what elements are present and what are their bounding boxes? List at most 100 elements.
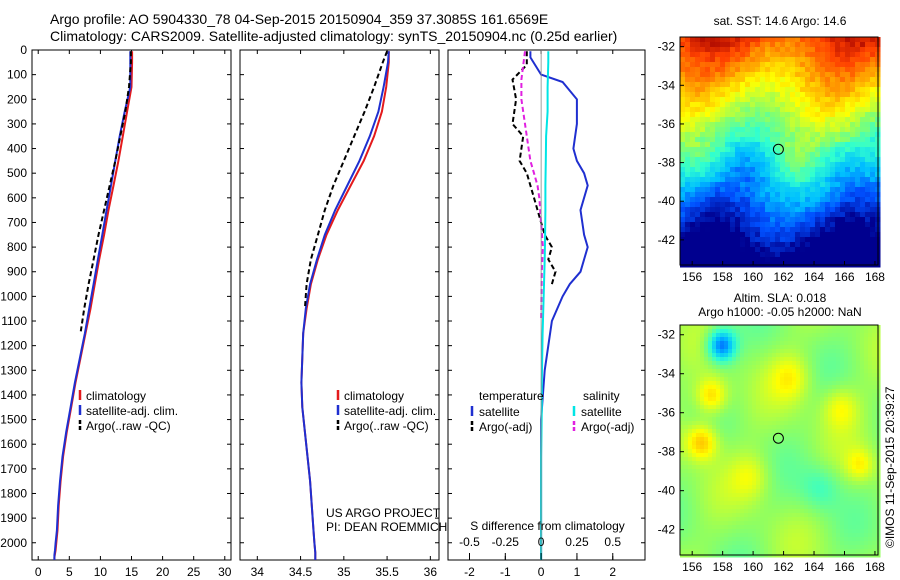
map-cell [824,481,829,486]
map-cell [852,477,857,482]
map-cell [845,127,851,133]
map-cell [768,477,773,482]
map-cell [840,429,845,434]
map-cell [830,207,836,213]
map-cell [850,72,856,78]
map-cell [735,132,741,138]
map-cell [696,429,701,434]
map-cell [815,37,821,43]
map-cell [715,157,721,163]
map-cell [728,437,733,442]
map-cell [855,212,861,218]
map-cell [856,501,861,506]
map-cell [775,172,781,178]
map-cell [788,441,793,446]
map-cell [708,361,713,366]
map-cell [780,92,786,98]
map-cell [784,537,789,542]
map-cell [856,341,861,346]
map-cell [765,97,771,103]
map-cell [824,385,829,390]
map-cell [872,389,877,394]
map-cell [836,385,841,390]
map-cell [828,505,833,510]
map-cell [835,197,841,203]
map-cell [760,449,765,454]
map-cell [784,405,789,410]
map-cell [855,247,861,253]
map-cell [704,441,709,446]
map-cell [792,377,797,382]
map-cell [760,493,765,498]
map-cell [700,345,705,350]
map-cell [695,187,701,193]
map-cell [740,132,746,138]
map-cell [825,92,831,98]
map-cell [755,102,761,108]
map-cell [860,493,865,498]
map-cell [816,537,821,542]
map-cell [780,425,785,430]
map-cell [724,389,729,394]
map-cell [836,449,841,454]
map-cell [730,217,736,223]
map-cell [844,361,849,366]
map-cell [820,222,826,228]
map-cell [828,477,833,482]
map-cell [830,182,836,188]
map-cell [828,357,833,362]
map-cell [765,82,771,88]
map-cell [700,425,705,430]
map-cell [760,473,765,478]
map-cell [700,112,706,118]
map-cell [745,222,751,228]
map-cell [848,545,853,550]
map-cell [704,353,709,358]
map-cell [704,389,709,394]
map-cell [820,197,826,203]
map-cell [772,465,777,470]
map-cell [755,237,761,243]
map-cell [760,242,766,248]
map-cell [792,425,797,430]
map-cell [844,353,849,358]
map-cell [840,461,845,466]
map-cell [770,232,776,238]
map-cell [785,212,791,218]
map-cell [820,533,825,538]
map-cell [832,433,837,438]
map-cell [765,247,771,253]
map-cell [832,465,837,470]
map-cell [870,212,876,218]
map-cell [785,192,791,198]
map-cell [685,227,691,233]
map-cell [790,197,796,203]
map-cell [808,397,813,402]
map-cell [780,513,785,518]
map-cell [800,227,806,233]
map-cell [716,505,721,510]
map-cell [855,252,861,258]
map-cell [728,549,733,554]
map-cell [768,393,773,398]
map-cell [772,349,777,354]
map-cell [785,142,791,148]
map-cell [705,222,711,228]
map-cell [832,521,837,526]
map-cell [856,381,861,386]
map-cell [752,381,757,386]
map-cell [836,453,841,458]
map-cell [732,521,737,526]
map-cell [860,381,865,386]
map-cell [860,325,865,330]
map-cell [784,513,789,518]
map-cell [860,477,865,482]
map-cell [812,413,817,418]
map-cell [770,62,776,68]
map-cell [776,501,781,506]
map-cell [820,373,825,378]
map-cell [708,413,713,418]
map-cell [780,117,786,123]
map-cell [748,493,753,498]
map-cell [752,545,757,550]
